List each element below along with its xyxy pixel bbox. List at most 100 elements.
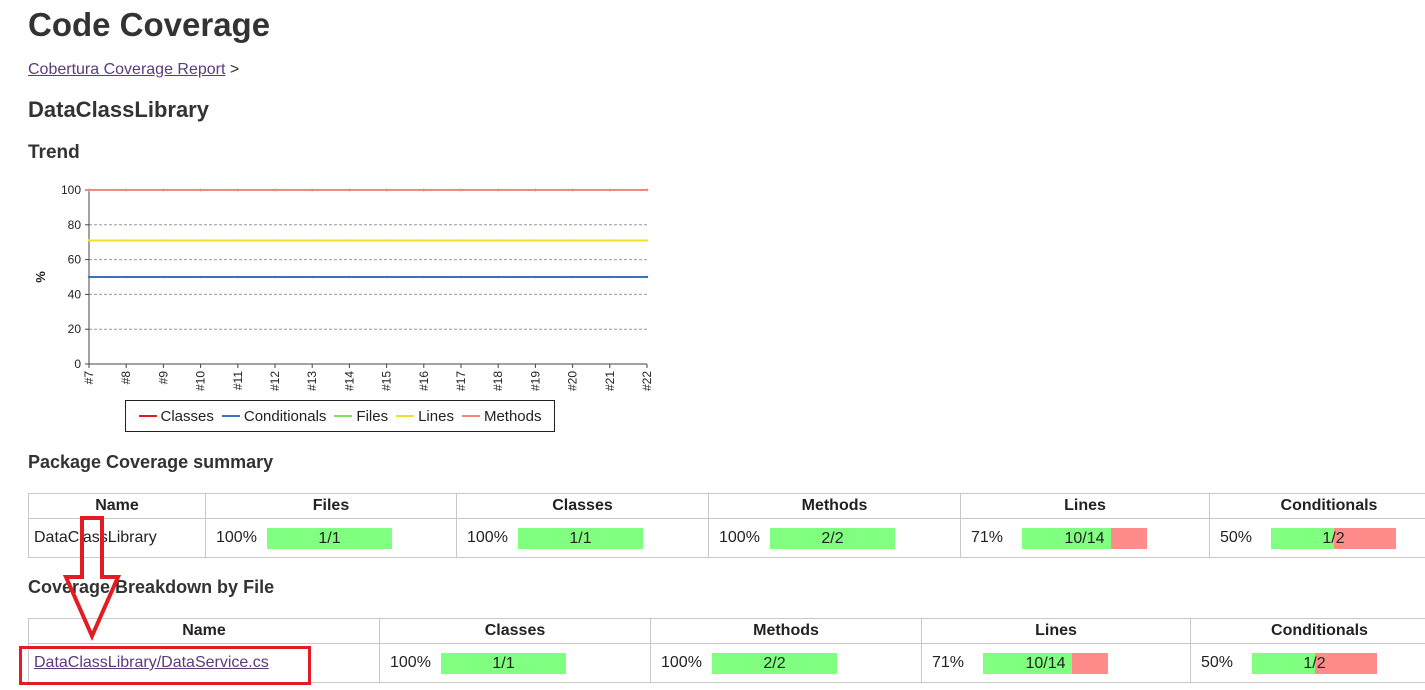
files-coverage-bar: 1/1 (267, 527, 392, 549)
col-header-conditionals: Conditionals (1209, 493, 1425, 519)
y-tick-label: 80 (68, 218, 82, 232)
data-point-methods (199, 188, 202, 192)
table-row: DataClassLibrary 100% 1/1 100% 1/1 100% … (28, 518, 1425, 558)
methods-coverage-label: 2/2 (821, 529, 844, 547)
methods-coverage-bar: 2/2 (770, 527, 895, 549)
data-point-lines (348, 239, 351, 242)
highlight-box-annotation (19, 646, 311, 685)
data-point-lines (497, 239, 500, 242)
data-point-methods (645, 188, 649, 192)
conditionals-percent: 50% (1201, 654, 1234, 671)
methods-cell: 100% 2/2 (650, 643, 922, 683)
x-tick-label: #15 (380, 371, 394, 391)
legend-swatch (221, 415, 240, 417)
data-point-lines (162, 239, 165, 242)
conditionals-coverage-fill (1252, 652, 1315, 674)
x-tick-label: #12 (268, 371, 282, 391)
x-tick-label: #14 (342, 371, 356, 391)
file-link-dataservice[interactable]: DataClassLibrary/DataService.cs (34, 654, 269, 671)
lines-coverage-bar: 10/14 (1022, 527, 1147, 549)
conditionals-coverage-fill (1271, 527, 1334, 549)
y-tick-label: 40 (68, 287, 82, 301)
data-point-lines (534, 239, 537, 242)
conditionals-coverage-bar: 1/2 (1252, 652, 1377, 674)
data-point-conditionals (571, 275, 574, 279)
files-percent: 100% (216, 529, 257, 546)
lines-coverage-label: 10/14 (1064, 529, 1105, 547)
down-arrow-annotation (62, 516, 122, 641)
classes-coverage-label: 1/1 (569, 529, 592, 547)
x-tick-label: #7 (82, 371, 96, 385)
conditionals-cell: 50% 1/2 (1209, 518, 1425, 558)
package-coverage-table: Name Files Classes Methods Lines Conditi… (28, 493, 1425, 558)
lines-cell: 71% 10/14 (960, 518, 1210, 558)
legend-label: Methods (483, 407, 542, 425)
y-tick-label: 20 (68, 322, 82, 336)
data-point-conditionals (534, 275, 537, 279)
x-tick-label: #18 (491, 371, 505, 391)
methods-percent: 100% (661, 654, 702, 671)
x-tick-label: #11 (231, 371, 245, 390)
breadcrumb-separator: > (229, 61, 240, 78)
y-tick-label: 0 (74, 357, 81, 371)
package-name-cell: DataClassLibrary (28, 518, 206, 558)
legend-label: Files (356, 407, 389, 425)
lines-percent: 71% (971, 529, 1004, 546)
x-tick-label: #16 (417, 371, 431, 391)
data-point-lines (422, 239, 425, 242)
methods-coverage-bar: 2/2 (712, 652, 837, 674)
x-tick-label: #10 (194, 371, 208, 391)
chart-legend: Classes Conditionals Files Lines Methods (125, 400, 555, 432)
legend-swatch (461, 415, 480, 417)
package-title: DataClassLibrary (28, 97, 209, 122)
data-point-lines (236, 239, 239, 242)
lines-coverage-bar: 10/14 (983, 652, 1108, 674)
x-tick-label: #13 (305, 371, 319, 391)
data-point-methods (311, 188, 314, 192)
col-header-lines: Lines (960, 493, 1210, 519)
data-point-methods (459, 188, 463, 192)
breadcrumb: Cobertura Coverage Report > (28, 60, 239, 80)
data-point-conditionals (385, 275, 388, 279)
classes-cell: 100% 1/1 (379, 643, 651, 683)
data-point-methods (422, 188, 425, 192)
data-point-methods (385, 188, 388, 192)
file-name-cell: DataClassLibrary/DataService.cs (28, 643, 380, 683)
conditionals-cell: 50% 1/2 (1190, 643, 1425, 683)
data-point-lines (459, 239, 463, 242)
legend-item-classes: Classes (138, 408, 214, 425)
data-point-conditionals (348, 275, 351, 279)
lines-coverage-fill (1022, 527, 1111, 549)
x-tick-label: #21 (603, 371, 617, 391)
data-point-lines (199, 239, 202, 242)
legend-item-lines: Lines (396, 408, 454, 425)
package-summary-heading: Package Coverage summary (28, 452, 274, 472)
methods-percent: 100% (719, 529, 760, 546)
col-header-classes: Classes (379, 618, 651, 644)
x-tick-label: #17 (454, 371, 468, 391)
classes-coverage-fill (518, 527, 643, 549)
data-point-methods (236, 188, 239, 192)
x-tick-label: #22 (640, 371, 654, 391)
classes-percent: 100% (467, 529, 508, 546)
y-tick-label: 100 (61, 183, 81, 197)
lines-percent: 71% (932, 654, 965, 671)
classes-coverage-bar: 1/1 (518, 527, 643, 549)
files-coverage-fill (267, 527, 392, 549)
table-header-row: Name Classes Methods Lines Conditionals (28, 618, 1425, 644)
data-point-conditionals (236, 275, 239, 279)
data-point-methods (348, 188, 351, 192)
data-point-conditionals (125, 275, 128, 279)
col-header-methods: Methods (708, 493, 961, 519)
breakdown-heading: Coverage Breakdown by File (28, 577, 275, 597)
data-point-lines (645, 239, 649, 242)
classes-cell: 100% 1/1 (456, 518, 709, 558)
conditionals-coverage-label: 1/2 (1322, 529, 1345, 547)
page-title: Code Coverage (28, 6, 271, 43)
col-header-files: Files (205, 493, 457, 519)
package-name: DataClassLibrary (34, 529, 157, 546)
file-coverage-table: Name Classes Methods Lines Conditionals … (28, 618, 1425, 683)
methods-coverage-fill (712, 652, 837, 674)
breadcrumb-link-report[interactable]: Cobertura Coverage Report (28, 61, 226, 78)
legend-swatch (396, 415, 415, 417)
